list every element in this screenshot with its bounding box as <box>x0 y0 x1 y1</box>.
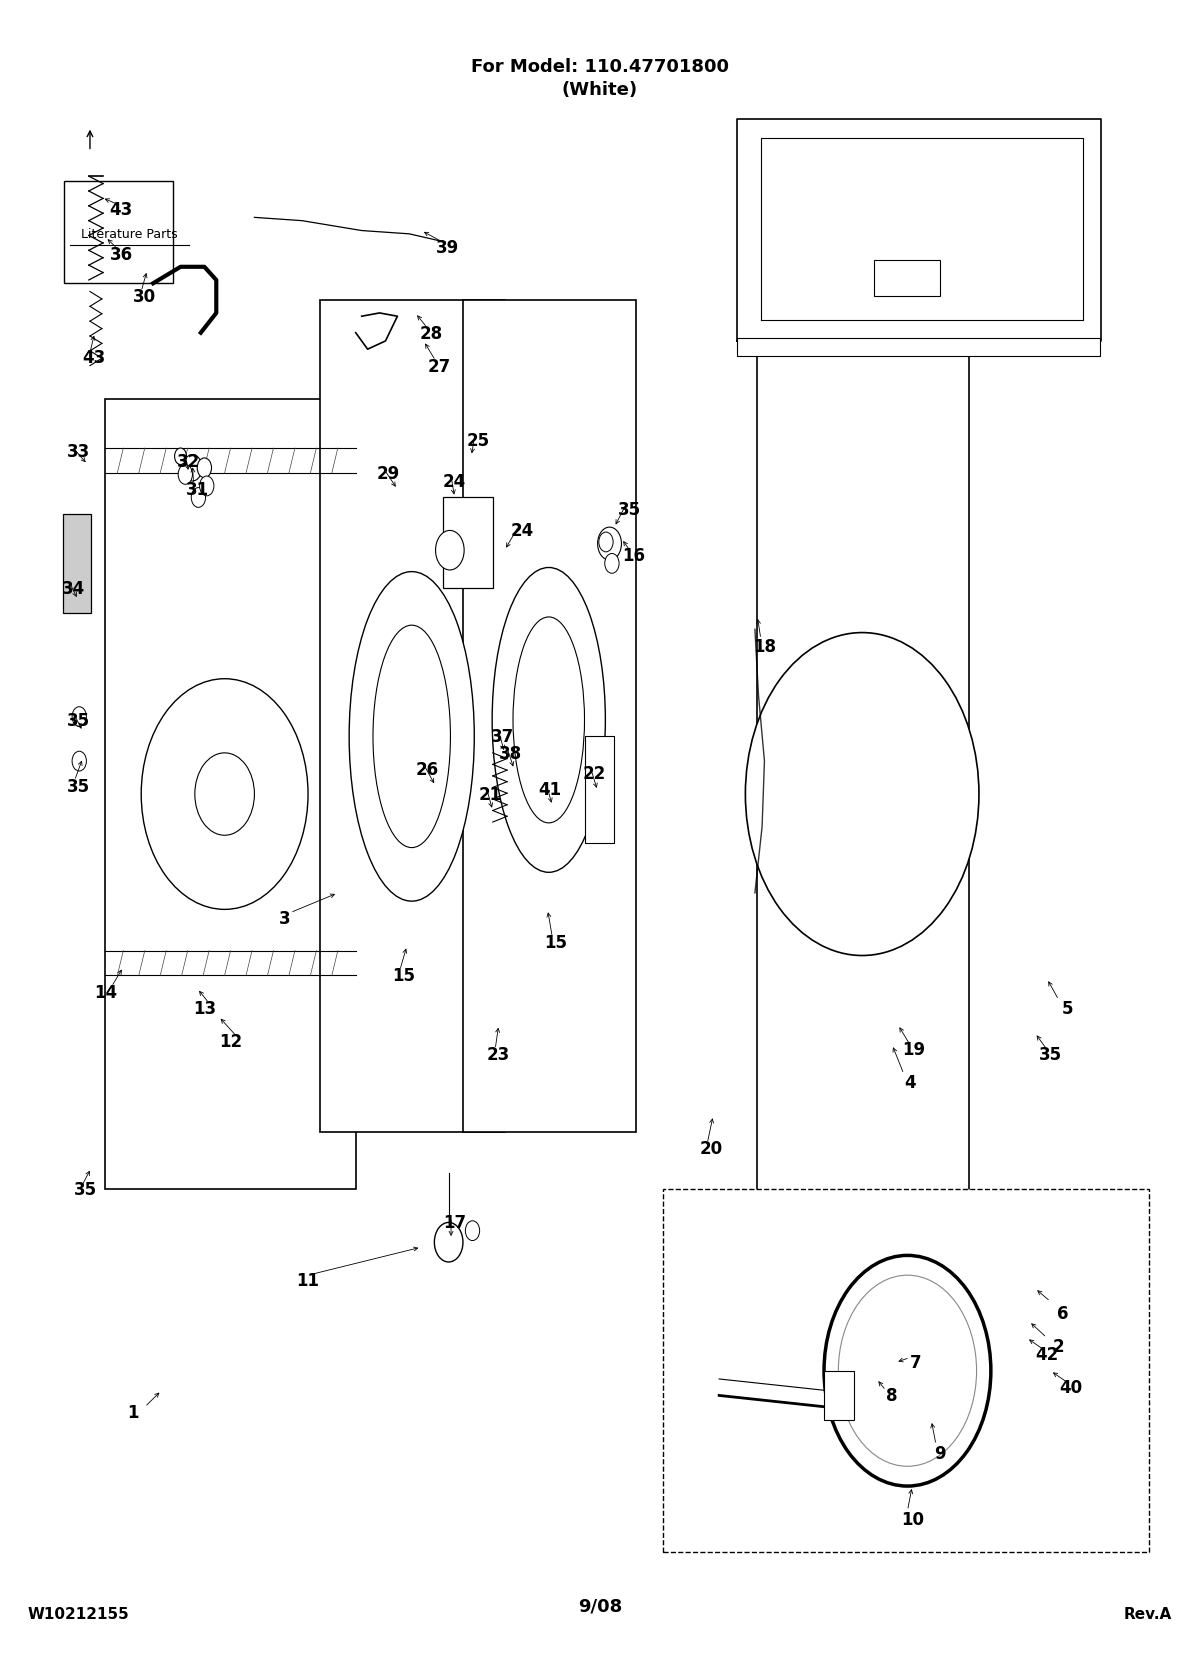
Ellipse shape <box>349 573 474 902</box>
Text: 12: 12 <box>220 1033 242 1051</box>
Circle shape <box>605 554 619 574</box>
Text: 11: 11 <box>296 1271 319 1289</box>
Bar <box>443 498 493 589</box>
Text: (White): (White) <box>562 81 638 99</box>
Text: 36: 36 <box>109 245 132 263</box>
FancyBboxPatch shape <box>64 182 173 285</box>
Text: 25: 25 <box>467 432 490 450</box>
Text: 10: 10 <box>901 1509 924 1528</box>
Text: 7: 7 <box>910 1354 922 1372</box>
Text: 3: 3 <box>278 909 290 927</box>
Text: 9/08: 9/08 <box>578 1597 622 1615</box>
Circle shape <box>466 1221 480 1241</box>
Text: 21: 21 <box>479 786 502 804</box>
Ellipse shape <box>373 626 450 847</box>
Text: 35: 35 <box>618 501 641 518</box>
Text: 29: 29 <box>377 465 400 483</box>
Text: 24: 24 <box>443 473 467 490</box>
Text: 34: 34 <box>61 579 85 597</box>
Text: 33: 33 <box>66 444 90 462</box>
Text: 16: 16 <box>622 546 644 564</box>
Text: 24: 24 <box>511 521 534 540</box>
Circle shape <box>199 477 214 496</box>
Text: 13: 13 <box>193 1000 216 1018</box>
FancyBboxPatch shape <box>106 399 355 1190</box>
Text: Literature Parts: Literature Parts <box>80 228 178 242</box>
Text: Rev.A: Rev.A <box>1123 1607 1172 1622</box>
Text: 31: 31 <box>186 482 209 498</box>
Bar <box>584 736 614 844</box>
Text: 18: 18 <box>752 637 776 655</box>
Bar <box>824 1370 854 1420</box>
Circle shape <box>178 465 192 485</box>
Text: 40: 40 <box>1060 1379 1082 1397</box>
Text: 35: 35 <box>66 712 90 730</box>
Text: 14: 14 <box>94 983 118 1001</box>
Text: 5: 5 <box>1061 1000 1073 1018</box>
Text: 30: 30 <box>133 288 156 306</box>
Text: 38: 38 <box>499 745 522 763</box>
Bar <box>62 515 91 614</box>
Circle shape <box>745 634 979 957</box>
Text: 8: 8 <box>887 1387 898 1405</box>
FancyBboxPatch shape <box>757 341 970 1215</box>
FancyBboxPatch shape <box>463 301 636 1132</box>
Circle shape <box>839 1276 977 1466</box>
Ellipse shape <box>492 568 605 872</box>
Text: 35: 35 <box>1039 1046 1062 1064</box>
Text: 32: 32 <box>178 453 200 472</box>
Circle shape <box>436 531 464 571</box>
Text: 23: 23 <box>487 1046 510 1064</box>
Text: 19: 19 <box>902 1041 925 1059</box>
Text: 43: 43 <box>109 200 132 218</box>
Text: 43: 43 <box>82 349 106 367</box>
Circle shape <box>72 751 86 771</box>
Text: 35: 35 <box>73 1180 97 1198</box>
Text: 15: 15 <box>545 933 568 952</box>
Text: 2: 2 <box>1052 1337 1064 1355</box>
Circle shape <box>598 528 622 561</box>
Bar <box>874 261 940 298</box>
Text: 9: 9 <box>934 1445 946 1463</box>
Circle shape <box>191 488 205 508</box>
Text: 6: 6 <box>1057 1304 1068 1322</box>
Text: 15: 15 <box>392 967 415 985</box>
FancyBboxPatch shape <box>320 301 505 1132</box>
Text: 37: 37 <box>491 728 514 746</box>
Text: 41: 41 <box>539 781 562 799</box>
Bar <box>737 338 1100 356</box>
Text: 42: 42 <box>1036 1346 1058 1364</box>
Text: 1: 1 <box>127 1403 139 1422</box>
Circle shape <box>197 458 211 478</box>
FancyBboxPatch shape <box>664 1190 1150 1552</box>
Text: 22: 22 <box>582 765 606 783</box>
Text: For Model: 110.47701800: For Model: 110.47701800 <box>470 58 728 76</box>
Circle shape <box>182 455 202 482</box>
Text: W10212155: W10212155 <box>28 1607 130 1622</box>
Circle shape <box>599 533 613 553</box>
Circle shape <box>72 707 86 727</box>
Circle shape <box>194 753 254 836</box>
Text: 20: 20 <box>700 1140 722 1157</box>
Ellipse shape <box>514 617 584 824</box>
Circle shape <box>142 679 308 910</box>
Text: 4: 4 <box>904 1074 916 1092</box>
Text: 27: 27 <box>427 357 451 376</box>
Text: 26: 26 <box>415 761 439 780</box>
Circle shape <box>824 1256 991 1486</box>
Circle shape <box>434 1223 463 1263</box>
Text: 39: 39 <box>436 238 460 257</box>
Text: 35: 35 <box>66 778 90 796</box>
Text: 17: 17 <box>443 1213 466 1231</box>
Circle shape <box>174 449 186 465</box>
Text: 28: 28 <box>419 324 443 343</box>
